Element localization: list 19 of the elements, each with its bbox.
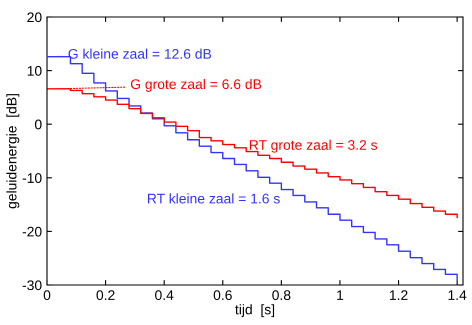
x-tick-label: 0 xyxy=(44,290,50,300)
y-tick-label: 0 xyxy=(34,120,42,130)
x-tick-label: 1.2 xyxy=(390,290,408,300)
y-tick-label: -10 xyxy=(22,173,42,183)
x-tick-label: 1.4 xyxy=(448,290,466,300)
x-tick-label: 0.8 xyxy=(272,290,290,300)
y-axis-title: geluidenergie [dB] xyxy=(6,94,20,208)
annotation: RT kleine zaal = 1.6 s xyxy=(148,193,280,204)
x-tick-label: 0.2 xyxy=(96,290,115,300)
annotation: RT grote zaal = 3.2 s xyxy=(250,140,378,153)
annotation: G grote zaal = 6.6 dB xyxy=(130,78,262,92)
x-tick-label: 1 xyxy=(337,290,344,300)
x-tick-label: 0.4 xyxy=(155,290,174,300)
x-tick-label: 0.6 xyxy=(214,290,232,300)
x-axis-title: tijd [s] xyxy=(235,304,274,318)
y-tick-label: 10 xyxy=(28,66,42,76)
y-tick-label: -30 xyxy=(22,280,42,290)
y-tick-label: -20 xyxy=(22,226,42,237)
y-tick-label: 20 xyxy=(27,12,42,22)
